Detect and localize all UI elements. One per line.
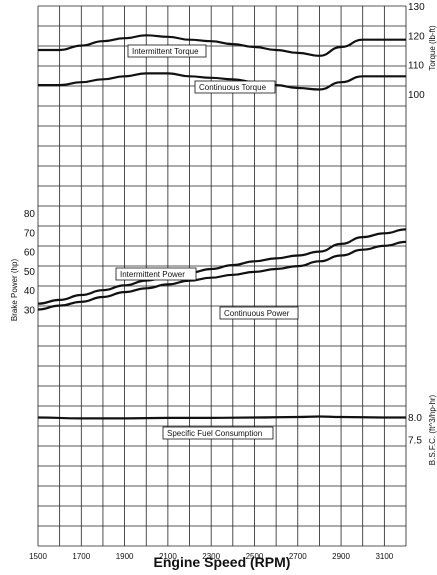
power-tick-label: 80 [24, 209, 36, 220]
intermittent-torque-label: Intermittent Torque [127, 44, 207, 58]
continuous-torque-line [38, 72, 406, 91]
intermittent-power-label: Intermittent Power [115, 267, 197, 281]
intermittent-torque-label-box [127, 44, 207, 58]
curves [37, 34, 407, 420]
torque-tick-label: 100 [408, 90, 425, 101]
torque-axis-title: Torque (lb-ft) [428, 25, 437, 71]
continuous-torque-label-text: Continuous Torque [199, 83, 267, 92]
x-tick-label: 1500 [29, 552, 47, 561]
fuel-consumption-label: Specific Fuel Consumption [162, 426, 274, 440]
tick-labels: 1500 1700 1900 2100 2300 2500 2700 2900 3100 130 1… [24, 2, 425, 561]
power-tick-label: 50 [24, 267, 36, 278]
continuous-torque-label: Continuous Torque [194, 80, 276, 94]
x-tick-label: 2500 [246, 552, 264, 561]
intermittent-torque-label-text: Intermittent Torque [132, 47, 199, 56]
continuous-torque-label-box [194, 80, 276, 94]
fuel-consumption-line [37, 415, 406, 420]
fuel-consumption-label-text: Specific Fuel Consumption [167, 429, 262, 438]
grid [37, 5, 407, 547]
power-tick-label: 60 [24, 248, 36, 259]
x-tick-label: 3100 [375, 552, 393, 561]
x-tick-label: 2700 [289, 552, 307, 561]
x-tick-label: 1700 [72, 552, 90, 561]
continuous-power-label-box [219, 306, 299, 320]
intermittent-power-label-box [115, 267, 197, 281]
power-tick-label: 30 [24, 306, 36, 317]
torque-tick-label: 130 [408, 2, 425, 13]
fuel-consumption-label-box [162, 426, 274, 440]
continuous-power-label: Continuous Power [219, 306, 299, 320]
brake-power-axis-title: Brake Power (hp) [10, 259, 19, 322]
x-axis-title: Engine Speed (RPM) [154, 554, 291, 570]
power-tick-label: 70 [24, 228, 36, 239]
x-tick-label: 2300 [202, 552, 220, 561]
bsfc-axis-title: B.S.F.C. (ft^3/hp-hr) [428, 394, 437, 465]
power-tick-label: 40 [24, 286, 36, 297]
intermittent-torque-line [38, 34, 406, 57]
x-tick-label: 2100 [159, 552, 177, 561]
torque-tick-label: 110 [408, 61, 424, 72]
x-tick-label: 2900 [332, 552, 350, 561]
intermittent-power-line [37, 228, 407, 305]
x-tick-label: 1900 [116, 552, 134, 561]
intermittent-power-label-text: Intermittent Power [120, 270, 185, 279]
continuous-power-label-text: Continuous Power [224, 309, 290, 318]
continuous-power-line [37, 240, 407, 311]
bsfc-tick-label: 7.5 [408, 436, 422, 447]
torque-tick-label: 120 [408, 31, 425, 42]
bsfc-tick-label: 8.0 [408, 413, 422, 424]
series-labels: Intermittent Torque Continuous Torque Inte… [115, 44, 299, 440]
